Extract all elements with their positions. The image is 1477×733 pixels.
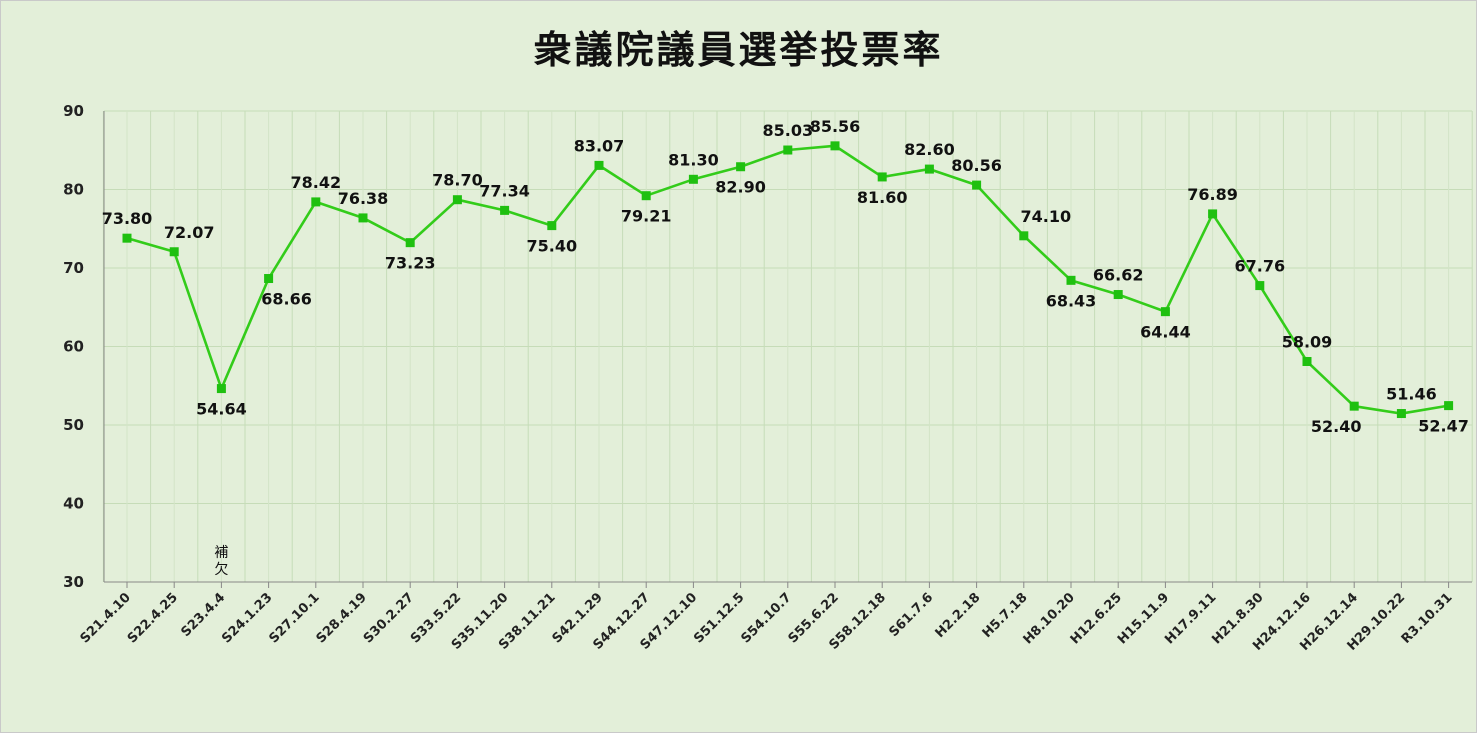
data-label: 80.56 [951, 156, 1002, 175]
y-tick-label: 90 [63, 102, 84, 120]
data-label: 81.60 [857, 188, 908, 207]
data-point[interactable] [594, 160, 604, 170]
x-tick-label: S24.1.23 [219, 590, 275, 646]
data-point[interactable] [924, 164, 934, 174]
data-label: 85.56 [810, 117, 861, 136]
y-tick-label: 50 [63, 416, 84, 434]
data-label: 68.43 [1046, 291, 1097, 310]
x-tick-label: S21.4.10 [78, 590, 134, 646]
data-point[interactable] [972, 180, 982, 190]
data-label: 75.40 [526, 237, 577, 256]
chart-title: 衆議院議員選挙投票率 [533, 28, 944, 72]
data-point[interactable] [1160, 307, 1170, 317]
data-label: 76.89 [1187, 185, 1238, 204]
x-tick-label: R3.10.31 [1399, 590, 1456, 647]
data-point[interactable] [736, 162, 746, 172]
y-tick-label: 30 [63, 573, 84, 591]
data-point[interactable] [1349, 401, 1359, 411]
x-tick-label: S61.7.6 [886, 590, 936, 640]
data-point[interactable] [405, 238, 415, 248]
annotation-label: 欠 [214, 562, 228, 578]
y-tick-label: 70 [63, 259, 84, 277]
data-label: 72.07 [164, 223, 215, 242]
data-point[interactable] [264, 274, 274, 284]
data-point[interactable] [1208, 209, 1218, 219]
data-label: 73.80 [102, 209, 153, 228]
data-point[interactable] [688, 174, 698, 184]
x-tick-label: S54.10.7 [738, 590, 794, 646]
data-point[interactable] [358, 213, 368, 223]
data-label: 52.47 [1418, 417, 1469, 436]
data-point[interactable] [311, 197, 321, 207]
x-tick-label: S23.4.4 [178, 590, 228, 640]
data-point[interactable] [1066, 275, 1076, 285]
data-label: 54.64 [196, 400, 247, 419]
annotation-label: 補 [214, 545, 228, 561]
data-label: 64.44 [1140, 323, 1191, 342]
data-label: 58.09 [1282, 332, 1333, 351]
data-label: 79.21 [621, 207, 672, 226]
x-tick-label: S22.4.25 [125, 590, 181, 646]
data-point[interactable] [452, 195, 462, 205]
data-label: 68.66 [261, 290, 312, 309]
data-label: 78.42 [290, 173, 341, 192]
data-label: 74.10 [1020, 207, 1071, 226]
y-tick-label: 60 [63, 338, 84, 356]
data-label: 66.62 [1093, 266, 1144, 285]
data-label: 82.90 [715, 178, 766, 197]
data-label: 85.03 [762, 121, 813, 140]
data-point[interactable] [1255, 281, 1265, 291]
data-label: 81.30 [668, 150, 719, 169]
data-point[interactable] [1113, 290, 1123, 300]
data-point[interactable] [500, 205, 510, 215]
x-tick-label: S30.2.27 [361, 590, 417, 646]
data-point[interactable] [830, 141, 840, 151]
x-tick-label: S28.4.19 [314, 590, 370, 646]
data-label: 73.23 [385, 254, 436, 273]
x-tick-label: S27.10.1 [266, 590, 322, 646]
data-point[interactable] [877, 172, 887, 182]
data-point[interactable] [641, 191, 651, 201]
data-point[interactable] [547, 221, 557, 231]
data-point[interactable] [1019, 231, 1029, 241]
data-point[interactable] [216, 384, 226, 394]
y-tick-label: 40 [63, 495, 84, 513]
x-tick-label: H2.2.18 [933, 590, 984, 641]
data-label: 76.38 [338, 189, 389, 208]
data-label: 67.76 [1234, 257, 1285, 276]
data-point[interactable] [783, 145, 793, 155]
y-tick-label: 80 [63, 181, 84, 199]
data-point[interactable] [1302, 356, 1312, 366]
data-point[interactable] [1396, 409, 1406, 419]
data-point[interactable] [1444, 401, 1454, 411]
data-label: 77.34 [479, 181, 530, 200]
data-label: 52.40 [1311, 417, 1362, 436]
data-point[interactable] [169, 247, 179, 257]
data-label: 83.07 [574, 136, 625, 155]
x-tick-label: S51.12.5 [691, 590, 747, 646]
data-label: 51.46 [1386, 385, 1437, 404]
data-label: 78.70 [432, 171, 483, 190]
data-label: 82.60 [904, 140, 955, 159]
data-point[interactable] [122, 233, 132, 243]
